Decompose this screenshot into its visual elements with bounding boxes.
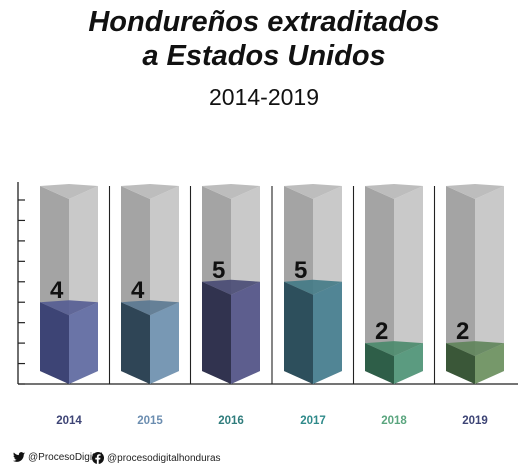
bar-value-label: 4 bbox=[50, 277, 64, 304]
bar-left-face bbox=[121, 302, 150, 384]
column-bg-right-face bbox=[394, 186, 423, 384]
column-bg-top bbox=[446, 184, 504, 199]
bars-group: 4 2014 4 2015 5 2016 5 2017 2 2018 2 2019 bbox=[40, 184, 504, 427]
bar-value-label: 2 bbox=[375, 318, 388, 345]
bar-left-face bbox=[202, 281, 231, 384]
x-tick-label: 2014 bbox=[56, 415, 82, 427]
bar-chart: 4 2014 4 2015 5 2016 5 2017 2 2018 2 2019 bbox=[17, 182, 518, 427]
bar-right-face bbox=[313, 281, 342, 384]
twitter-icon bbox=[13, 452, 25, 462]
bar-top bbox=[284, 279, 342, 295]
column-bg-top bbox=[284, 184, 342, 199]
x-tick-label: 2016 bbox=[218, 415, 244, 427]
chart-title-line2: a Estados Unidos bbox=[142, 40, 386, 72]
twitter-handle: @ProcesoDigital bbox=[28, 452, 103, 463]
bar-left-face bbox=[40, 302, 69, 384]
column-bg-top bbox=[40, 184, 98, 199]
bar-value-label: 5 bbox=[294, 257, 307, 284]
bar-left-face bbox=[284, 281, 313, 384]
bar-value-label: 4 bbox=[131, 277, 145, 304]
column-bg-left-face bbox=[446, 186, 475, 384]
x-tick-label: 2017 bbox=[300, 415, 326, 427]
facebook-icon bbox=[92, 452, 104, 464]
column-bg-right-face bbox=[475, 186, 504, 384]
column-bg-top bbox=[202, 184, 260, 199]
x-tick-label: 2015 bbox=[137, 415, 163, 427]
bar-value-label: 2 bbox=[456, 318, 469, 345]
x-tick-label: 2018 bbox=[381, 415, 407, 427]
facebook-credit: @procesodigitalhonduras bbox=[92, 452, 221, 464]
bar-top bbox=[40, 300, 98, 316]
chart-title-line1: Hondureños extraditados bbox=[88, 6, 440, 38]
bar-right-face bbox=[150, 302, 179, 384]
y-axis bbox=[17, 182, 518, 385]
chart-subtitle: 2014-2019 bbox=[209, 84, 319, 110]
bar-value-label: 5 bbox=[212, 257, 225, 284]
bar-left-face bbox=[446, 343, 475, 384]
x-tick-label: 2019 bbox=[462, 415, 488, 427]
bar-top bbox=[202, 279, 260, 295]
bar-top bbox=[365, 341, 423, 357]
bar-right-face bbox=[394, 343, 423, 384]
column-bg-top bbox=[121, 184, 179, 199]
facebook-handle: @procesodigitalhonduras bbox=[107, 452, 221, 464]
twitter-credit: @ProcesoDigital bbox=[13, 452, 103, 463]
bar-left-face bbox=[365, 343, 394, 384]
bar-right-face bbox=[69, 302, 98, 384]
column-bg-top bbox=[365, 184, 423, 199]
column-bg-left-face bbox=[365, 186, 394, 384]
bar-right-face bbox=[475, 343, 504, 384]
bar-top bbox=[121, 300, 179, 316]
bar-top bbox=[446, 341, 504, 357]
bar-right-face bbox=[231, 281, 260, 384]
